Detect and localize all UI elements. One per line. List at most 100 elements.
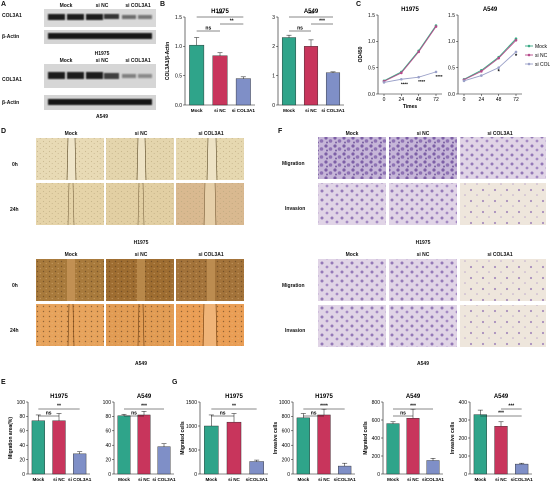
bar [325,72,341,106]
panel-letter-c: C [356,1,362,8]
chart-title: A549 [494,394,509,400]
y-tick-label: 0.0 [448,92,455,98]
wound-image-a549-0h-sinc [106,259,174,301]
bar [157,446,171,475]
bar [426,460,440,475]
y-axis-label: Migrated cells [363,421,369,455]
wound-row-0h: 0h [12,162,18,168]
series-point [497,56,500,60]
y-tick-label: 1.0 [448,39,455,45]
category-label: si NC [228,477,240,482]
chart-g3: A549 0 200 400 600 800 Migrated cells Mock si NC… [363,394,444,482]
y-tick-label: 40 [19,443,25,449]
category-label: Mock [191,108,203,113]
bar [406,418,420,475]
bar [226,421,242,475]
cell-line-h1975: H1975 [94,51,110,57]
y-tick-label: 500 [189,448,198,454]
row-label-actin: β-Actin [2,34,20,40]
y-tick-label: 0 [287,472,290,478]
x-tick-label: 0 [463,97,466,103]
legend-label: si NC [535,53,548,59]
series-point [514,38,518,42]
wound-col-si: si COL3A1 [198,131,224,137]
wound-image-h1975-24h-sinc [106,182,174,226]
bar [52,420,66,475]
sig-label: ns [297,26,303,32]
category-label: si NC [318,477,330,482]
y-axis-label: COL3A1/β-Actin [165,42,171,80]
bar [204,425,219,475]
series-point [382,81,386,84]
series-point [400,71,403,75]
category-label: Mock [118,477,130,482]
category-label: siCOL3A1 [246,477,268,482]
bar [117,415,131,475]
y-axis-label: Migration area(%) [8,417,14,459]
y-tick-label: 600 [282,429,291,435]
sig-label: * [497,70,500,76]
wound-col-mock-2: Mock [64,252,78,258]
y-tick-label: 400 [282,443,291,449]
y-tick-label: 1.5 [368,13,375,19]
bar [189,44,205,106]
wound-col-si-2: si COL3A1 [198,252,224,258]
row-label-col3a1-2: COL3A1 [2,77,22,83]
sig-label: ns [400,411,406,417]
y-axis-label: Migrated cells [180,421,186,455]
legend-label: si COL3A1 [535,62,550,68]
wound-cell-line-a549: A549 [135,361,147,367]
wound-col-sinc: si NC [134,131,148,137]
category-label: Mock [283,108,295,113]
x-tick-label: 24 [479,97,485,103]
x-tick-label: 72 [513,97,519,103]
chart-c1: H1975 0.0 0.5 1.0 1.5 OD450 0 24 48 72 Times **** **… [358,7,443,110]
y-tick-label: 0.0 [368,92,375,98]
y-tick-label: 200 [372,454,381,460]
y-tick-label: 1000 [186,424,197,430]
tw-cell-line-h1975: H1975 [415,240,431,246]
y-tick-label: 0.0 [175,103,182,109]
category-label: si NC [495,477,507,482]
tw-col-si-2: si COL3A1 [487,252,513,258]
chart-g1: H1975 0 500 1000 1500 Migrated cells Mock si NC… [180,394,268,482]
bar [338,465,352,475]
category-label: siCOL3A1 [422,477,444,482]
cell-line-a549: A549 [96,114,108,120]
tw-image-a549-mig-si [460,259,546,301]
tw-image-h1975-inv-sinc [389,183,457,225]
y-tick-label: 400 [372,436,381,442]
y-tick-label: 400 [459,400,468,406]
wound-image-h1975-0h-si [176,137,244,181]
y-tick-label: 20 [19,457,25,463]
row-label-col3a1: COL3A1 [2,13,22,19]
wound-col-sinc-2: si NC [134,252,148,258]
wound-image-a549-24h-sinc [106,303,174,347]
tw-image-a549-mig-sinc [389,259,457,301]
category-label: si NC [53,477,65,482]
sig-label: *** [217,12,223,18]
y-tick-label: 300 [459,418,468,424]
series-line [463,51,517,82]
sig-label: *** [319,19,325,25]
category-label: Mock [32,477,44,482]
category-label: Mock [474,477,486,482]
series-point [462,79,466,83]
sig-label: *** [410,404,416,410]
category-label: si COL3A1 [152,477,176,482]
sig-label: ** [57,404,61,410]
legend-label: Mock [535,44,547,50]
chart-title: A549 [137,394,152,400]
y-tick-label: 1 [272,73,275,79]
sig-label: *** [141,404,147,410]
lane-label-sinc: si NC [95,3,109,9]
y-tick-label: 60 [19,429,25,435]
tw-row-invasion: Invasion [285,206,306,212]
lane-label-si: si COL3A1 [125,3,151,9]
legend-marker [527,62,531,66]
bar [494,426,508,475]
panel-letter-f: F [278,128,283,135]
bar [386,423,400,475]
sig-label: * [515,54,518,60]
